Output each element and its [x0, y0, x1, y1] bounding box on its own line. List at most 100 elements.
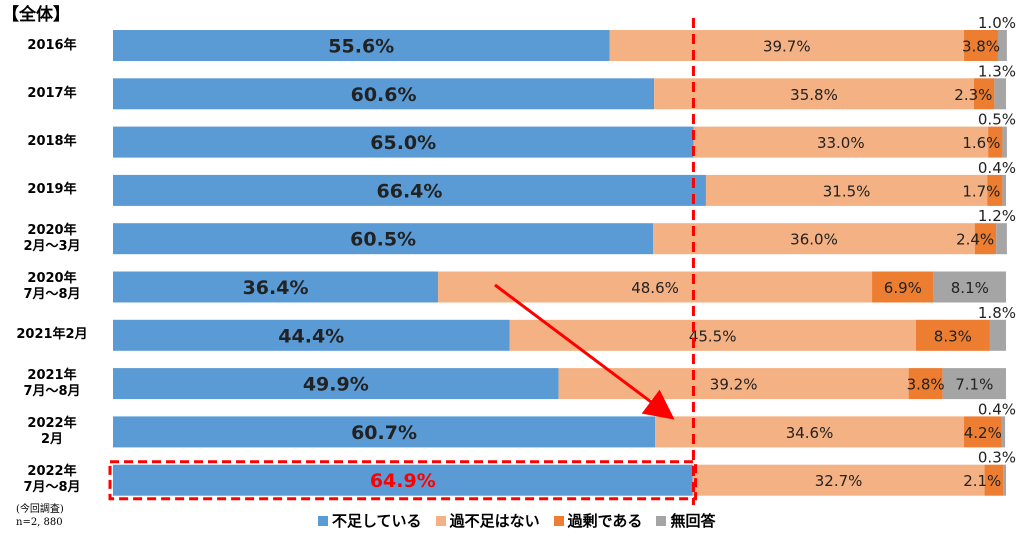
- y-tick-line: 2018年: [27, 134, 77, 150]
- legend-label: 無回答: [670, 512, 716, 530]
- data-label: 0.4%: [978, 400, 1016, 418]
- y-tick-label: 2016年: [0, 38, 104, 54]
- data-label: 34.6%: [786, 424, 834, 442]
- y-tick-line: 2月～3月: [23, 238, 81, 254]
- bar-segment: [653, 223, 975, 255]
- y-tick-line: 2019年: [27, 182, 77, 198]
- bar-segment: [915, 319, 990, 351]
- bar-segment: [692, 464, 985, 496]
- data-label: 8.1%: [951, 279, 989, 297]
- data-label: 65.0%: [370, 132, 436, 154]
- y-tick-line: 2020年: [27, 222, 77, 238]
- data-label: 7.1%: [955, 376, 993, 394]
- legend-swatch: [318, 515, 328, 526]
- data-label: 64.9%: [370, 470, 436, 492]
- bar-segment: [987, 174, 1003, 206]
- legend-item-surplus: 過剰である: [553, 510, 643, 531]
- bar-segment: [872, 271, 934, 303]
- y-tick-label: 2020年 7月～8月: [0, 271, 104, 303]
- y-tick-line: 7月～8月: [23, 287, 81, 302]
- y-tick-line: 2017年: [27, 85, 77, 101]
- data-label: 1.2%: [978, 207, 1016, 225]
- data-label: 55.6%: [328, 36, 394, 58]
- bar-segment: [609, 30, 965, 61]
- bar-segment: [1003, 464, 1006, 496]
- data-label: 32.7%: [815, 472, 863, 490]
- data-label: 66.4%: [377, 180, 443, 202]
- sample-note: (今回調査) n=2, 880: [16, 503, 64, 529]
- y-tick-line: 2022年: [27, 415, 77, 431]
- bar-segment: [1002, 174, 1006, 206]
- data-label: 45.5%: [689, 327, 737, 345]
- bar-segment: [1002, 126, 1007, 158]
- data-label: 1.6%: [962, 134, 1000, 152]
- bar-segment: [113, 223, 654, 255]
- data-label: 33.0%: [817, 134, 865, 152]
- data-label: 35.8%: [790, 86, 838, 104]
- y-tick-line: 2022年: [27, 464, 77, 480]
- y-tick-label: 2022年 7月～8月: [0, 464, 104, 496]
- data-label: 3.8%: [962, 38, 1000, 56]
- data-label: 60.5%: [350, 229, 416, 251]
- bar-segment: [113, 78, 655, 110]
- data-label: 6.9%: [884, 279, 922, 297]
- y-tick-line: 2021年: [27, 367, 77, 383]
- bar-segment: [113, 271, 439, 303]
- bar-segment: [655, 416, 965, 448]
- legend-label: 過不足はない: [449, 512, 540, 530]
- y-tick-label: 2021年2月: [0, 327, 104, 343]
- bar-segment: [974, 223, 997, 255]
- y-tick-line: 2021年2月: [16, 327, 88, 343]
- data-label: 0.5%: [978, 111, 1016, 129]
- bar-segment: [989, 319, 1006, 351]
- bar-segment: [996, 223, 1007, 255]
- bar-segment: [988, 126, 1003, 158]
- legend-label: 不足している: [332, 512, 422, 530]
- data-label: 2.3%: [954, 86, 992, 104]
- bar-segment: [973, 78, 995, 110]
- data-label: 39.2%: [710, 376, 758, 394]
- bar-segment: [113, 319, 510, 351]
- legend-swatch: [435, 515, 446, 526]
- bar-segment: [705, 174, 988, 206]
- y-tick-line: 7月～8月: [23, 383, 81, 399]
- bar-segment: [113, 464, 693, 496]
- legend-item-no-answer: 無回答: [656, 510, 715, 531]
- legend-item-adequate: 過不足はない: [435, 510, 540, 531]
- data-label: 1.0%: [978, 14, 1016, 32]
- legend-label: 過剰である: [567, 512, 643, 530]
- y-tick-label: 2019年: [0, 182, 104, 198]
- data-label: 4.2%: [964, 424, 1002, 442]
- bar-segment: [997, 30, 1007, 61]
- y-tick-line: 2016年: [27, 37, 77, 53]
- bar-segment: [964, 416, 1002, 448]
- data-label: 0.3%: [978, 449, 1016, 467]
- y-tick-line: 7月～8月: [23, 480, 81, 496]
- y-tick-label: 2017年: [0, 86, 104, 102]
- data-label: 49.9%: [303, 374, 369, 396]
- data-label: 36.0%: [790, 231, 838, 249]
- chart-header: 【全体】: [2, 5, 70, 25]
- trend-arrow: [494, 283, 675, 420]
- data-label: 2.4%: [956, 231, 994, 249]
- highlight-box: [108, 460, 698, 501]
- y-tick-line: 2月: [40, 431, 64, 447]
- legend: 不足している 過不足はない 過剰である 無回答: [318, 510, 715, 531]
- data-label: 48.6%: [631, 279, 679, 297]
- note-line: n=2, 880: [16, 517, 63, 528]
- bar-segment: [984, 464, 1004, 496]
- data-label: 44.4%: [278, 325, 344, 347]
- data-label: 36.4%: [243, 277, 309, 299]
- data-label: 1.8%: [978, 304, 1016, 322]
- bar-segment: [113, 416, 656, 448]
- data-label: 31.5%: [823, 182, 871, 200]
- bar-segment: [113, 30, 610, 61]
- legend-swatch: [656, 515, 667, 526]
- data-label: 39.7%: [763, 38, 811, 56]
- y-tick-label: 2018年: [0, 134, 104, 150]
- bar-segment: [908, 368, 943, 400]
- data-label: 60.7%: [351, 422, 417, 444]
- y-tick-label: 2022年 2月: [0, 416, 104, 448]
- data-label: 0.4%: [978, 159, 1016, 177]
